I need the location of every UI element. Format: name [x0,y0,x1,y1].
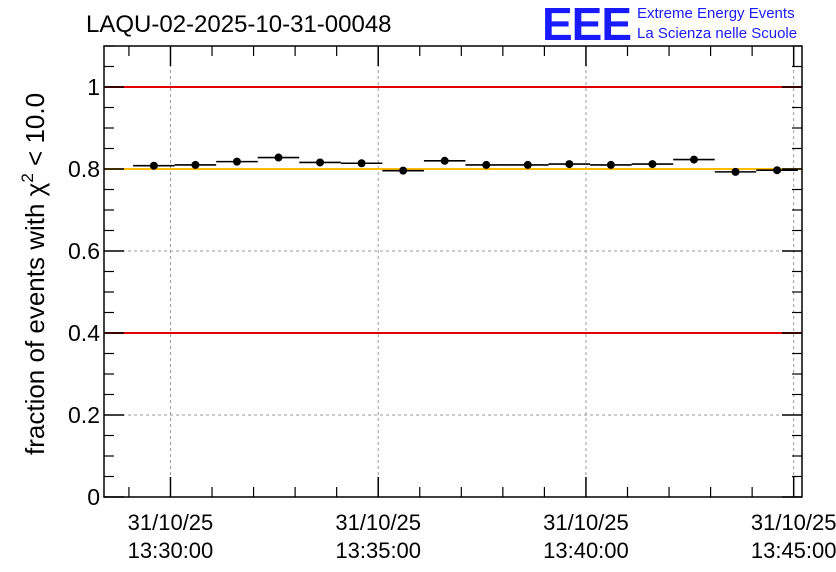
y-tick-label: 0.4 [68,320,100,346]
y-tick-label: 1 [87,74,100,100]
data-point [523,160,532,169]
chart-title: LAQU-02-2025-10-31-00048 [86,11,392,38]
reference-lines [104,86,802,334]
x-tick-time: 13:35:00 [335,538,421,563]
y-tick-labels: 0 0.2 0.4 0.6 0.8 1 [68,74,100,510]
logo-line-1: Extreme Energy Events [637,5,795,22]
y-tick-label: 0.2 [68,402,100,428]
x-tick-time: 13:40:00 [543,538,629,563]
data-point [482,160,491,169]
data-point [232,157,241,166]
x-tick-time: 13:45:00 [751,538,836,563]
data-point [731,167,740,176]
plot-frame [103,45,803,498]
x-tick-date: 31/10/25 [335,510,421,535]
y-axis-label-tail: < 10.0 [20,93,50,173]
y-axis-label: fraction of events with χ2 < 10.0 [18,93,50,455]
data-point [606,160,615,169]
x-tick-date: 31/10/25 [543,510,629,535]
grid-layer [104,46,802,497]
data-point [274,153,283,162]
data-point [565,160,574,169]
eee-logo: EEE Extreme Energy Events La Scienza nel… [542,0,797,50]
x-tick-date: 31/10/25 [751,510,836,535]
data-points [133,153,798,176]
logo-line-2: La Scienza nelle Scuole [637,25,797,42]
data-point [191,160,200,169]
y-tick-label: 0.8 [68,156,100,182]
logo-mark: EEE [542,0,631,50]
y-axis-label-symbol: χ [20,182,50,196]
data-point [399,166,408,175]
data-point [357,159,366,168]
y-axis-label-superscript: 2 [18,173,37,182]
y-tick-label: 0 [87,484,100,510]
data-point [149,161,158,170]
y-tick-label: 0.6 [68,238,100,264]
data-point [648,160,657,169]
data-point [689,155,698,164]
data-point [440,156,449,165]
x-tick-date: 31/10/25 [128,510,214,535]
x-tick-labels: 31/10/25 13:30:00 31/10/25 13:35:00 31/10/25… [128,510,836,563]
x-tick-time: 13:30:00 [128,538,214,563]
data-point [773,166,782,175]
axis-ticks [104,45,802,498]
y-axis-label-main: fraction of events with [20,196,50,455]
data-point [316,158,325,167]
